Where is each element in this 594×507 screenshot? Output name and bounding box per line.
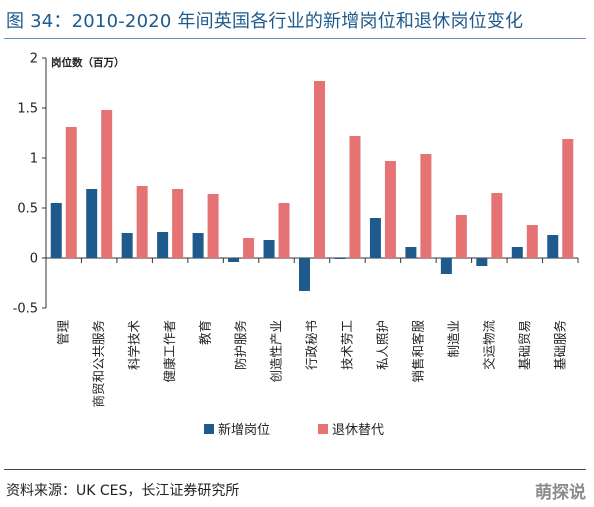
x-tick-label: 基础贸易 xyxy=(517,320,532,370)
x-tick-label: 防护服务 xyxy=(233,320,248,370)
watermark-logo: 萌探说 xyxy=(535,483,586,503)
x-tick-label: 私人照护 xyxy=(375,320,390,370)
x-tick-label: 健康工作者 xyxy=(162,320,177,383)
bar-replacement-3 xyxy=(136,186,148,258)
bar-replacement-4 xyxy=(172,189,184,258)
bar-new-jobs-8 xyxy=(299,258,310,291)
bar-replacement-10 xyxy=(384,161,396,258)
y-tick-label: 1 xyxy=(30,152,38,167)
bar-replacement-13 xyxy=(491,193,503,258)
bar-replacement-15 xyxy=(562,139,574,258)
y-tick-label: 2 xyxy=(30,52,38,67)
legend-label-replacement: 退休替代 xyxy=(332,423,384,438)
bar-replacement-7 xyxy=(278,203,290,258)
figure-title: 图 34：2010-2020 年间英国各行业的新增岗位和退休岗位变化 xyxy=(6,11,524,32)
x-tick-label: 创造性产业 xyxy=(269,320,284,383)
x-tick-label: 管理 xyxy=(56,320,71,346)
x-tick-label: 销售和客服 xyxy=(410,320,425,383)
bar-replacement-8 xyxy=(314,81,325,258)
x-tick-label: 交运物流 xyxy=(481,320,496,371)
bar-new-jobs-6 xyxy=(228,258,240,262)
bar-replacement-2 xyxy=(101,110,113,258)
bar-replacement-11 xyxy=(420,154,432,258)
x-tick-labels: 管理 商贸和公共服务 科学技术 健康工作者 教育 防护服务 创造性产业 行政秘书 技术劳工 私人照… xyxy=(56,320,568,408)
bar-new-jobs-10 xyxy=(369,218,381,258)
x-tick-label: 科学技术 xyxy=(127,320,142,371)
legend-label-new-jobs: 新增岗位 xyxy=(218,422,270,438)
bar-new-jobs-13 xyxy=(476,258,488,266)
x-tick-label: 制造业 xyxy=(446,320,461,358)
bar-new-jobs-3 xyxy=(121,233,133,258)
bar-new-jobs-9 xyxy=(334,258,346,259)
x-tick-label: 技术劳工 xyxy=(339,320,354,370)
y-axis-label: 岗位数（百万） xyxy=(51,56,125,69)
bar-new-jobs-15 xyxy=(547,235,559,258)
chart-legend: 新增岗位 退休替代 xyxy=(204,422,384,438)
legend-swatch-new-jobs xyxy=(204,424,214,434)
bar-replacement-6 xyxy=(243,238,255,258)
legend-swatch-replacement xyxy=(318,424,328,434)
x-tick-label: 教育 xyxy=(198,320,213,345)
y-tick-label: 0 xyxy=(30,252,38,267)
chart-axes: -0.5 0 0.5 1 1.5 2 xyxy=(13,52,579,317)
y-tick-label: 0.5 xyxy=(17,202,38,217)
bar-new-jobs-12 xyxy=(440,258,452,274)
y-tick-label: 1.5 xyxy=(17,102,38,117)
x-tick-label: 行政秘书 xyxy=(304,320,319,370)
bar-new-jobs-14 xyxy=(511,247,523,258)
x-tick-label: 商贸和公共服务 xyxy=(91,320,106,408)
bar-replacement-5 xyxy=(207,194,219,258)
bar-new-jobs-2 xyxy=(86,189,98,258)
x-tick-label: 基础服务 xyxy=(552,320,567,370)
bar-new-jobs-1 xyxy=(50,203,62,258)
bar-chart: -0.5 0 0.5 1 1.5 2 岗位数（百万） 管理 商贸和公共服务 科学技术 健康工作者… xyxy=(13,52,579,438)
y-axis-label-group: 岗位数（百万） xyxy=(51,56,125,69)
bar-replacement-9 xyxy=(349,136,361,258)
bar-new-jobs-11 xyxy=(405,247,417,258)
bar-new-jobs-4 xyxy=(157,232,169,258)
bar-replacement-1 xyxy=(65,127,77,258)
bar-replacement-12 xyxy=(455,215,467,258)
source-note: 资料来源：UK CES，长江证券研究所 xyxy=(6,483,240,499)
title-divider xyxy=(4,38,586,39)
bar-group xyxy=(50,81,574,291)
bar-new-jobs-7 xyxy=(263,240,275,258)
bar-replacement-14 xyxy=(526,225,538,258)
bar-new-jobs-5 xyxy=(192,233,204,258)
footer-divider xyxy=(4,469,586,470)
y-tick-label: -0.5 xyxy=(13,302,38,317)
